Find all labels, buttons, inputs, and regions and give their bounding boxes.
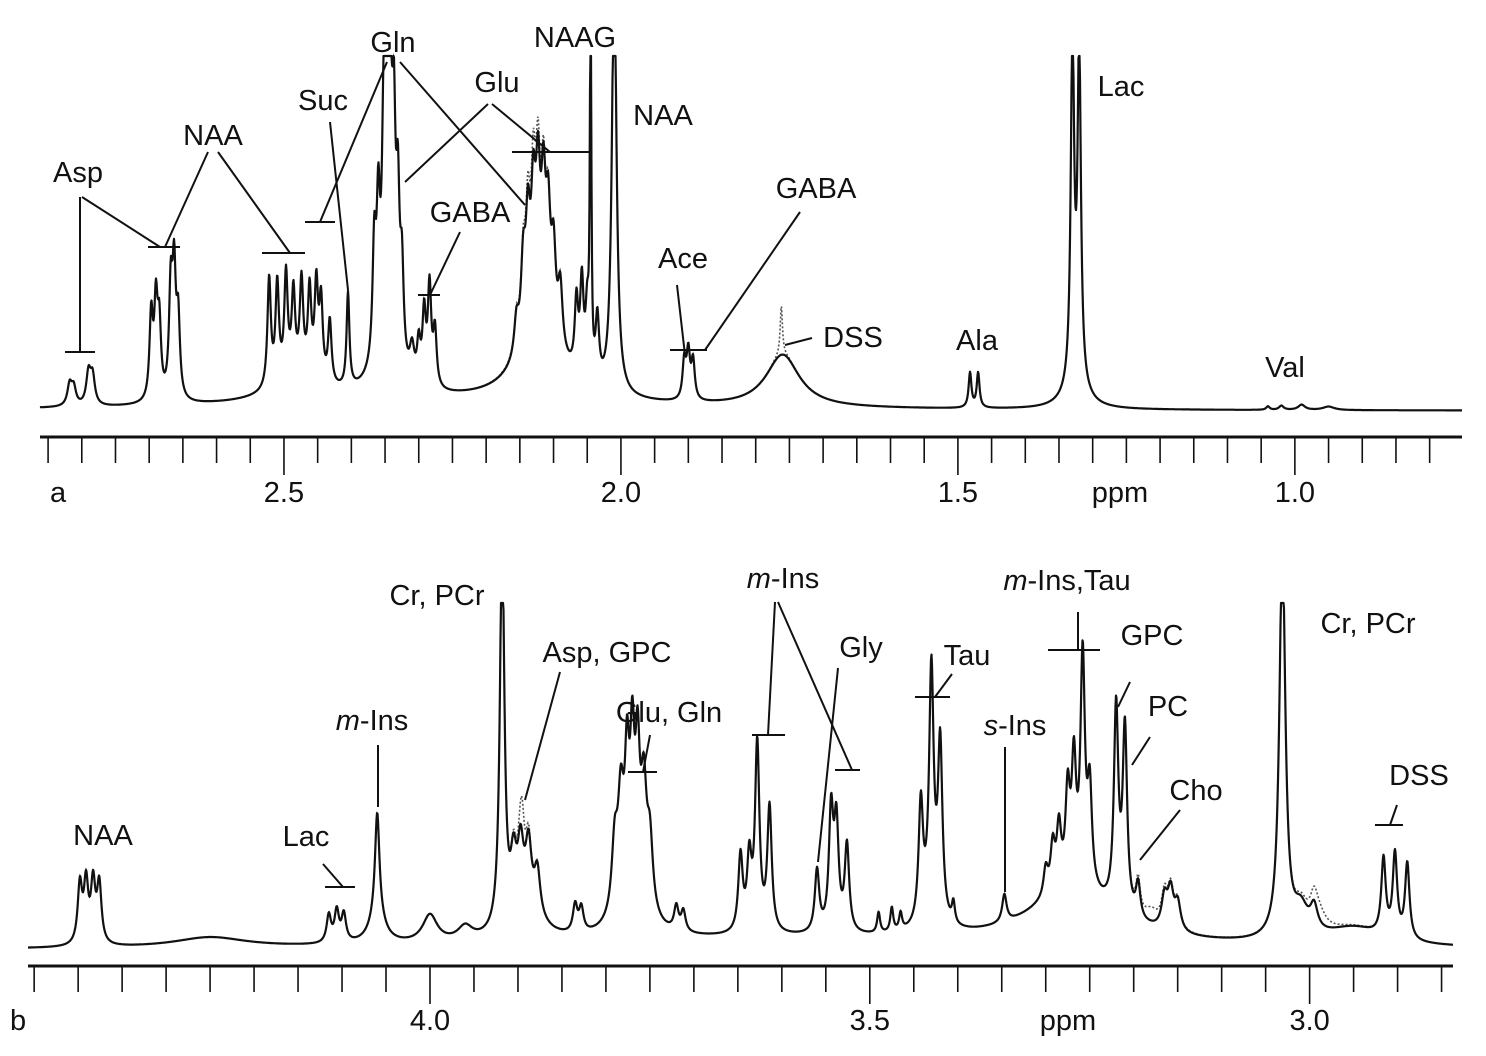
peak-label: NAA	[73, 820, 133, 852]
peak-label: DSS	[1389, 760, 1449, 792]
peak-label: Cr, PCr	[389, 580, 484, 612]
peak-label: Asp	[53, 157, 103, 189]
peak-label: GPC	[1121, 620, 1184, 652]
annotation-leader-line	[524, 671, 561, 801]
x-tick-label: 1.0	[1275, 477, 1315, 509]
annotation-leader-line	[1131, 736, 1151, 766]
peak-label: m-Ins,Tau	[1003, 565, 1131, 597]
annotation-leader-line	[319, 61, 388, 223]
panel-b: 4.0 3.5 3.0 ppm b NAA Lac Cr, PCr Asp, GPC Glu, G…	[10, 580, 1454, 1037]
annotation-leader-line	[429, 231, 461, 296]
spectrum-overlay-dotted	[28, 602, 1453, 949]
peak-label: Glu, Gln	[616, 697, 722, 729]
peak-label: Cho	[1169, 775, 1222, 807]
annotation-leader-line	[329, 121, 349, 291]
panel-a: 2.5 2.0 1.5 1.0 ppm a Asp NAA Suc Gln Glu NAAG NAA GA…	[39, 22, 1463, 509]
x-tick-label: 2.5	[264, 477, 304, 509]
peak-label: DSS	[823, 322, 883, 354]
peak-label: Lac	[1098, 71, 1145, 103]
annotation-leader-line	[164, 151, 209, 248]
peak-label: m-Ins	[746, 563, 820, 595]
spectrum-line	[27, 601, 1454, 949]
annotation-leader-line	[1117, 681, 1131, 708]
peak-label: NAA	[633, 100, 693, 132]
peak-label: GABA	[776, 173, 857, 205]
annotation-leader-line	[491, 103, 551, 153]
peak-label: Gly	[839, 632, 883, 664]
x-tick-label: 4.0	[410, 1005, 450, 1037]
peak-label: Gln	[370, 27, 415, 59]
annotation-leader-line	[1139, 809, 1181, 861]
annotation-leader-line	[322, 863, 344, 888]
peak-label: GABA	[430, 197, 511, 229]
annotation-leader-line	[777, 601, 853, 771]
annotation-leader-line	[767, 601, 776, 736]
annotation-leader-line	[642, 734, 651, 773]
annotation-leader-line	[934, 673, 953, 698]
annotation-leader-line	[676, 284, 686, 356]
peak-label: Val	[1265, 352, 1305, 384]
peak-label: Cr, PCr	[1320, 608, 1415, 640]
annotation-leader-line	[81, 196, 161, 248]
peak-label: NAA	[183, 120, 243, 152]
x-tick-label: 3.5	[850, 1005, 890, 1037]
spectrum-overlay-dotted	[39, 53, 1462, 412]
annotation-leader-line	[404, 103, 489, 183]
peak-label: Glu	[474, 67, 519, 99]
annotation-leader-line	[217, 151, 291, 254]
annotation-leader-line	[704, 211, 801, 351]
peak-label: Lac	[283, 821, 330, 853]
peak-label: m-Ins	[335, 705, 409, 737]
annotation-leader-line	[399, 61, 526, 206]
peak-label: Tau	[944, 640, 991, 672]
peak-label: NAAG	[534, 22, 616, 54]
x-tick-label: 3.0	[1289, 1005, 1329, 1037]
x-tick-label: 2.0	[601, 477, 641, 509]
peak-label: Ace	[658, 243, 708, 275]
peak-label: Ala	[956, 325, 999, 357]
panel-label: b	[10, 1005, 26, 1037]
annotation-leader-line	[817, 667, 839, 863]
peak-label: s-Ins	[983, 710, 1047, 742]
panel-label: a	[50, 477, 67, 509]
spectrum-line	[39, 54, 1463, 412]
peak-label: Asp, GPC	[543, 637, 672, 669]
x-axis-label: ppm	[1092, 477, 1148, 509]
peak-label: Suc	[298, 85, 348, 117]
peak-label: PC	[1148, 691, 1188, 723]
annotation-leader-line	[1389, 804, 1398, 826]
x-tick-label: 1.5	[938, 477, 978, 509]
annotation-leader-line	[784, 337, 813, 346]
x-axis-label: ppm	[1040, 1005, 1096, 1037]
